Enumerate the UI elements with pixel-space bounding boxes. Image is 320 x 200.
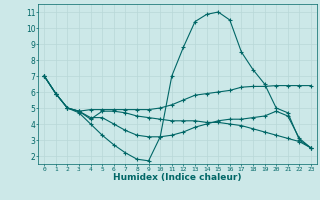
X-axis label: Humidex (Indice chaleur): Humidex (Indice chaleur) <box>113 173 242 182</box>
